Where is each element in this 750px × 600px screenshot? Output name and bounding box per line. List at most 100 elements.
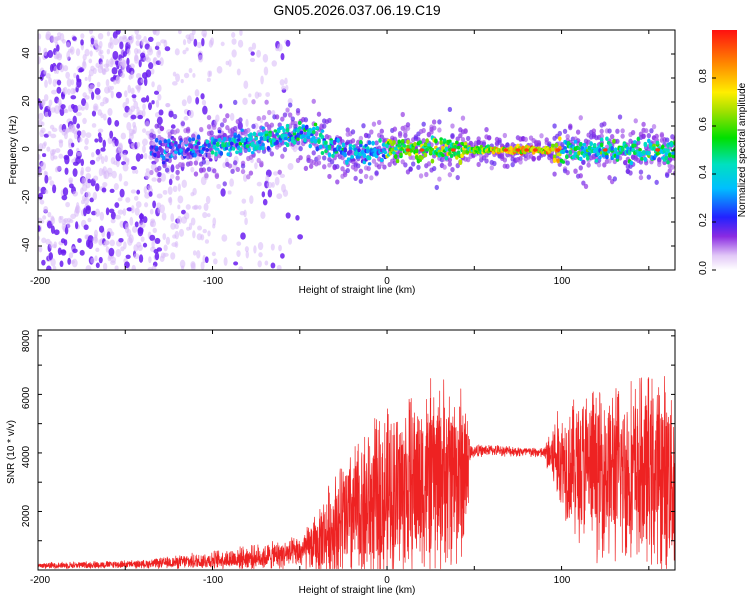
spectrogram-ridge-blob [277, 128, 281, 134]
spectrogram-halo-blob [426, 161, 432, 167]
spectrogram-noise-blob [176, 215, 183, 225]
spectrogram-ridge-blob [605, 136, 609, 141]
spectrogram-ridge-blob [296, 137, 300, 142]
spectrogram-halo-blob [379, 134, 385, 140]
spectrogram-halo-blob [157, 165, 162, 171]
spectrogram-halo-blob [376, 164, 382, 170]
spectrogram-noise-blob [177, 195, 184, 204]
spectrogram-noise-blob [154, 30, 160, 36]
spectrogram-ridge-blob [613, 147, 618, 153]
spectrogram-noise-blob [80, 33, 85, 39]
spectrogram-noise-blob [130, 34, 135, 44]
spectrogram-noise-blob [94, 87, 101, 95]
spectrogram-halo-blob [578, 165, 583, 171]
spectrogram-halo-blob [397, 132, 403, 139]
spectrogram-ridge-blob [154, 137, 159, 143]
spectrogram-halo-blob [657, 161, 662, 168]
spectrogram-noise-blob [140, 52, 146, 59]
spectrogram-noise-blob [43, 70, 48, 75]
spectrogram-noise-blob [48, 252, 53, 261]
spectrogram-noise-blob [122, 208, 127, 216]
spectrogram-ridge-blob [599, 137, 604, 142]
spectrogram-noise-blob [38, 246, 43, 253]
spectrogram-ridge-blob [217, 137, 222, 142]
spectrogram-noise-blob [144, 202, 149, 208]
spectrogram-noise-blob [114, 265, 119, 270]
spectrogram-noise-blob [152, 200, 157, 209]
spectrogram-noise-blob [108, 247, 115, 257]
spectrogram-ridge-blob [215, 147, 220, 151]
spectrogram-noise-blob [126, 57, 130, 66]
spectrogram-noise-blob [63, 65, 69, 72]
spectrogram-noise-blob [145, 69, 152, 78]
spectrogram-noise-blob [76, 79, 82, 88]
spectrogram-noise-blob [161, 212, 167, 221]
spectrogram-halo-blob [447, 106, 453, 113]
spectrogram-noise-blob [138, 59, 142, 68]
spectrogram-noise-blob [95, 94, 101, 100]
spectrogram-noise-blob [81, 61, 87, 70]
spectrogram-halo-blob [198, 126, 204, 133]
spectrogram-ridge-blob [161, 155, 166, 161]
spectrogram-noise-blob [83, 145, 89, 151]
spectrogram-noise-blob [45, 72, 51, 79]
spectrogram-halo-blob [455, 136, 460, 142]
spectrogram-noise-blob [41, 259, 46, 266]
spectrogram-noise-blob [148, 191, 153, 197]
spectrogram-halo-blob [233, 125, 238, 132]
spectrogram-noise-blob [185, 204, 191, 210]
spectrogram-halo-blob [191, 133, 196, 139]
spectrogram-noise-blob [276, 264, 282, 270]
spectrogram-noise-blob [201, 30, 208, 37]
spectrogram-noise-blob [130, 189, 137, 194]
spectrogram-halo-blob [560, 142, 565, 148]
spectrogram-ridge-blob [350, 155, 354, 160]
spectrogram-ridge-blob [297, 126, 302, 130]
spectrogram-halo-blob [431, 165, 437, 172]
spectrogram-halo-blob [578, 173, 583, 179]
spectrogram-noise-blob [87, 217, 92, 223]
spectrogram-noise-blob [70, 79, 75, 86]
spectrogram-ridge-blob [161, 142, 166, 147]
spectrogram-noise-blob [72, 168, 78, 177]
spectrogram-ridge-blob [188, 137, 192, 143]
spectrogram-ridge-blob [425, 138, 429, 144]
spectrogram-ridge-blob [453, 144, 457, 150]
spectrogram-ridge-blob [236, 134, 241, 139]
spectrogram-noise-blob [131, 225, 138, 233]
spectrogram-halo-blob [463, 128, 468, 134]
spectrogram-ridge-blob [318, 144, 323, 149]
spectrogram-noise-blob [144, 171, 151, 180]
spectrogram-noise-blob [274, 176, 280, 186]
spectrogram-noise-blob [94, 234, 98, 242]
spectrogram-noise-blob [76, 111, 82, 117]
spectrogram-noise-blob [52, 265, 57, 270]
spectrogram-ridge-blob [257, 139, 262, 144]
spectrogram-noise-blob [181, 209, 186, 215]
spectrogram-noise-blob [72, 190, 78, 197]
spectrogram-noise-blob [98, 256, 103, 264]
spectrogram-halo-blob [615, 138, 620, 144]
spectrogram-halo-blob [400, 111, 405, 118]
spectrogram-ridge-blob [568, 149, 573, 156]
spectrogram-ridge-blob [397, 143, 402, 148]
spectrogram-ridge-blob [558, 136, 562, 142]
spectrogram-halo-blob [366, 165, 371, 172]
spectrogram-noise-blob [271, 60, 277, 67]
spectrogram-halo-blob [531, 155, 536, 162]
colorbar-tick-label: 0.0 [698, 261, 709, 275]
spectrogram-halo-blob [382, 164, 387, 170]
spectrogram-halo-blob [657, 156, 662, 163]
spectrogram-noise-blob [138, 254, 144, 263]
spectrogram-noise-blob [287, 162, 294, 171]
spectrogram-halo-blob [492, 160, 497, 167]
spectrogram-noise-blob [207, 230, 211, 237]
spectrogram-noise-blob [84, 137, 89, 145]
spectrogram-noise-blob [188, 67, 193, 74]
spectrogram-peak [450, 148, 456, 152]
spectrogram-noise-blob [38, 45, 41, 54]
spectrogram-halo-blob [335, 179, 340, 185]
spectrogram-halo-blob [256, 115, 261, 122]
spectrogram-ridge-blob [357, 148, 361, 153]
spectrogram-noise-blob [134, 169, 139, 175]
